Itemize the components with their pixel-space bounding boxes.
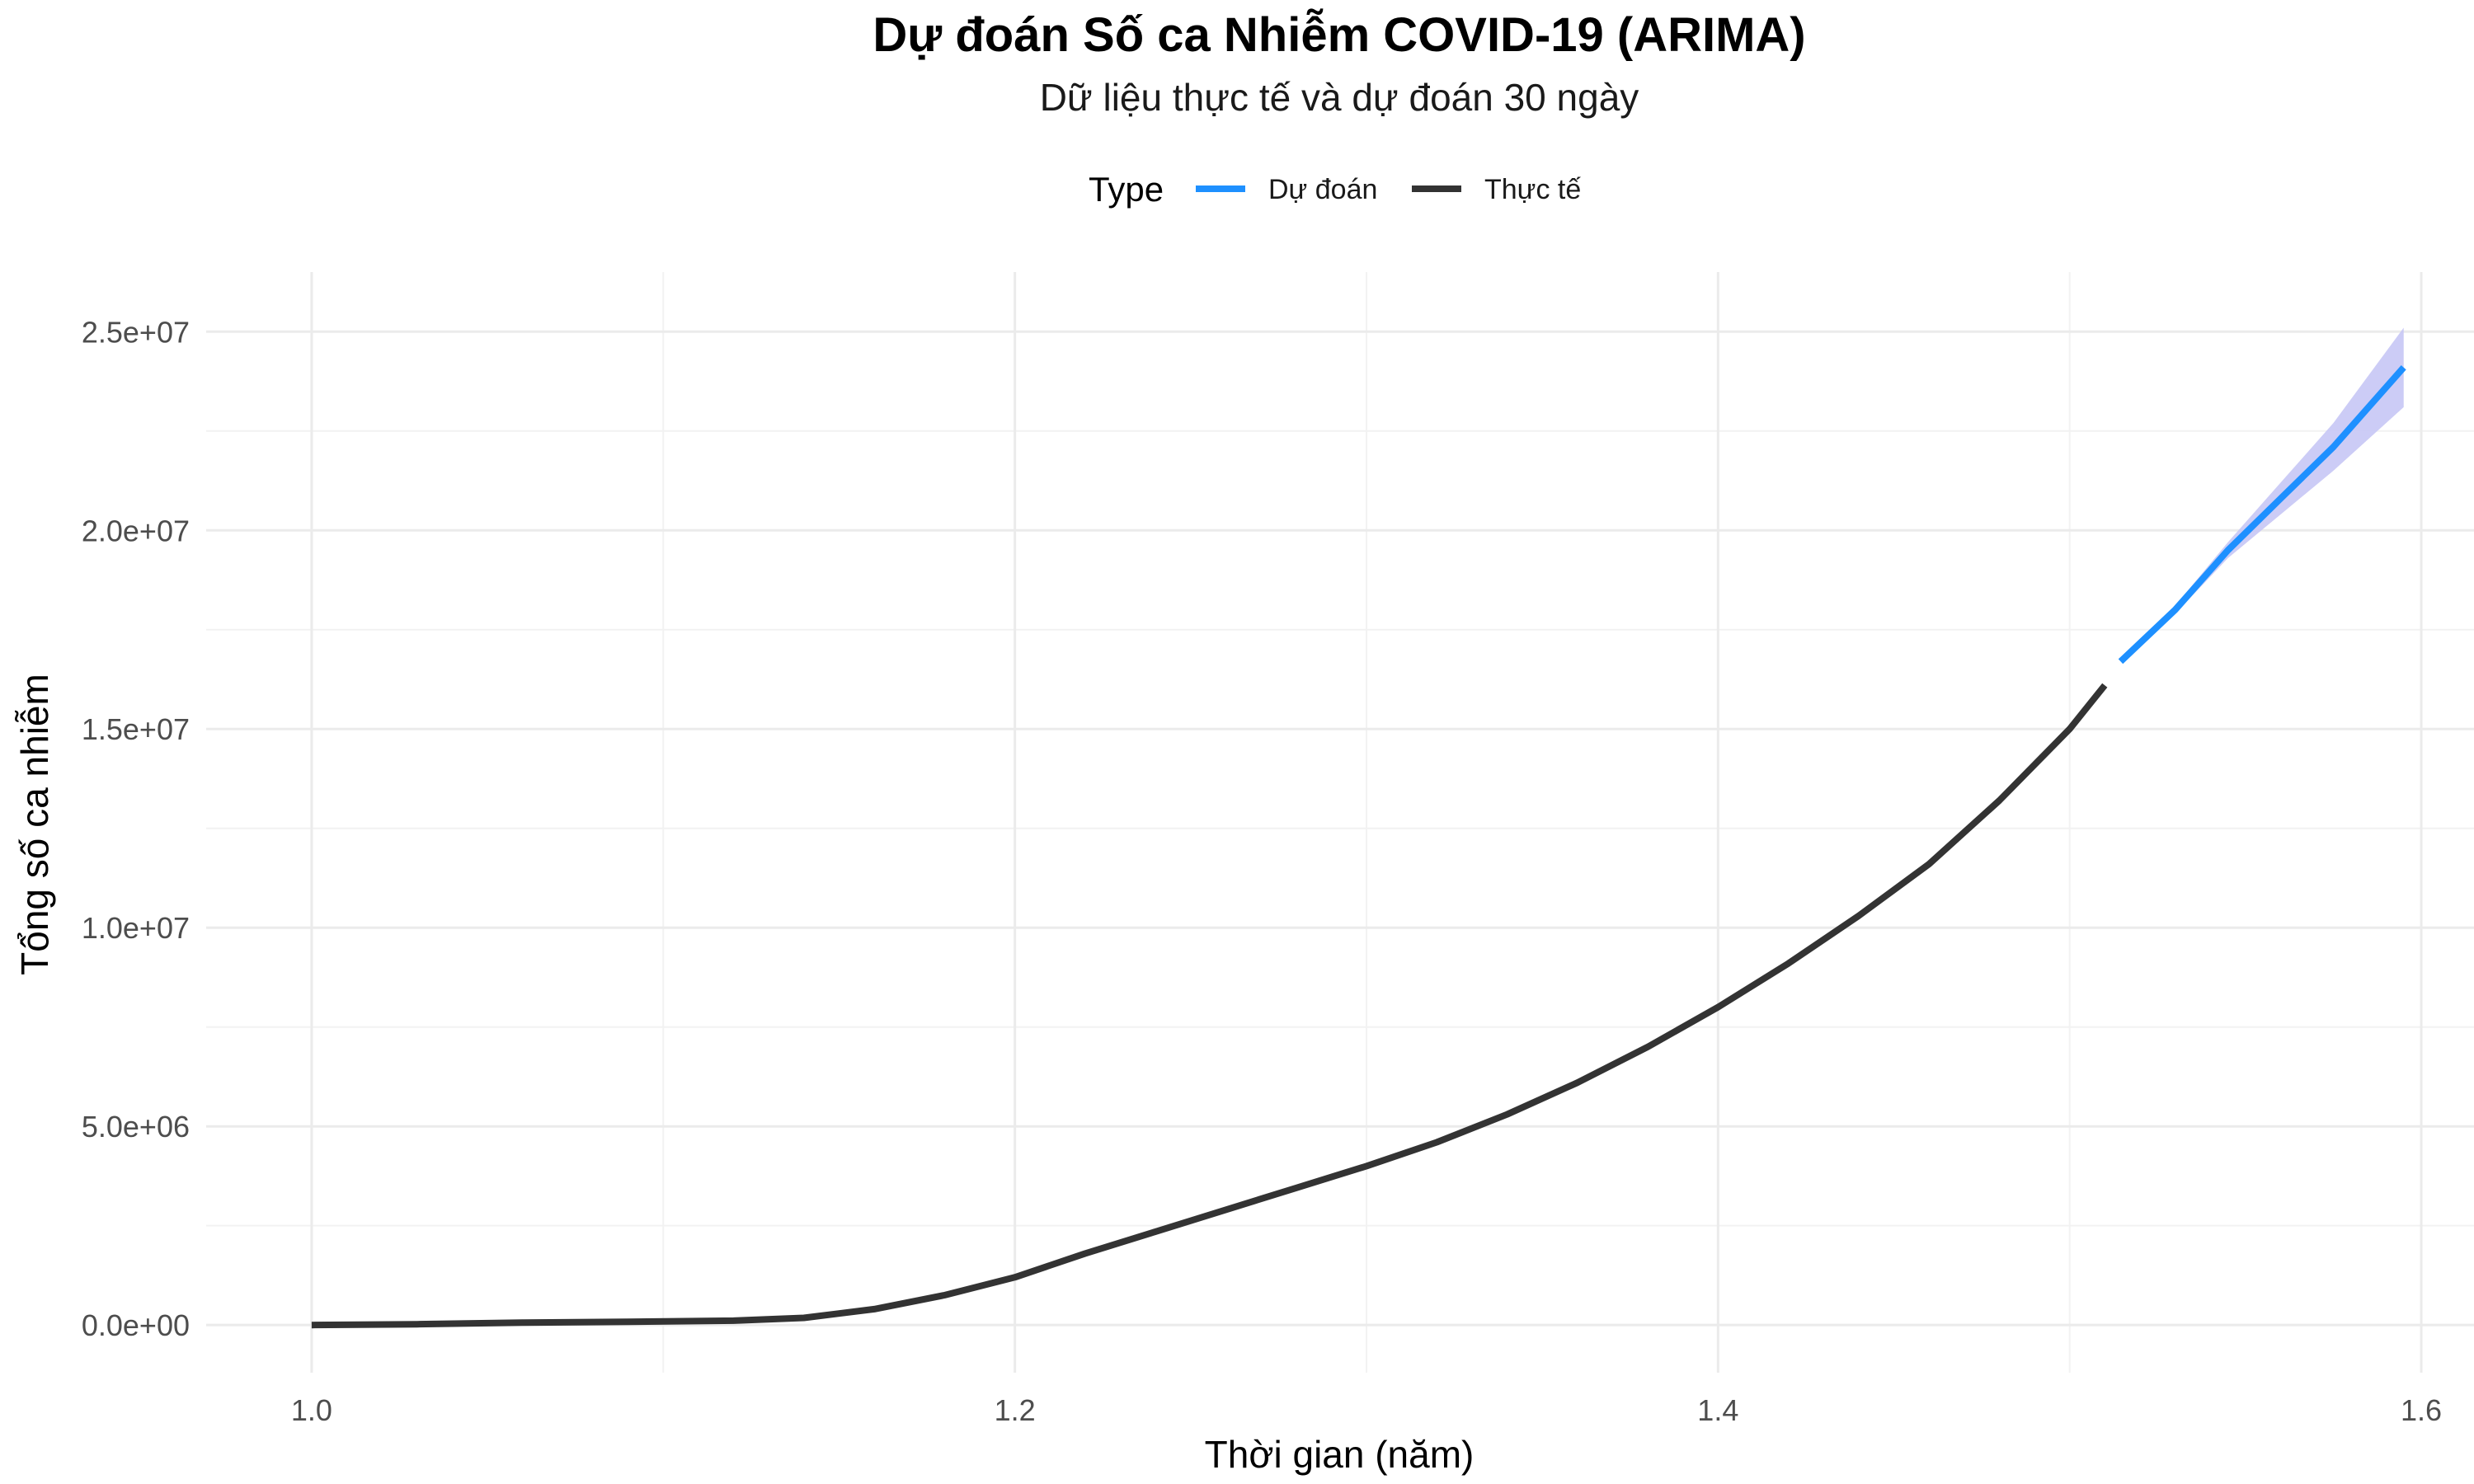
y-tick-label: 1.0e+07: [82, 911, 190, 945]
x-tick-label: 1.2: [995, 1393, 1036, 1427]
y-tick-label: 2.5e+07: [82, 315, 190, 349]
x-axis-title: Thời gian (năm): [1205, 1433, 1475, 1476]
grid: [206, 272, 2474, 1373]
y-tick-label: 0.0e+00: [82, 1308, 190, 1342]
series-line-thuc-te: [311, 683, 2108, 1329]
forecast-band-layer: [2120, 327, 2404, 662]
y-tick-label: 1.5e+07: [82, 712, 190, 746]
y-axis-title: Tổng số ca nhiễm: [13, 674, 56, 975]
legend-title: Type: [1089, 170, 1164, 209]
series-line-du-doan: [2118, 365, 2406, 665]
x-tick-label: 1.0: [291, 1393, 332, 1427]
y-tick-label: 2.0e+07: [82, 514, 190, 547]
x-axis-ticks: 1.0 1.2 1.4 1.6: [291, 1393, 2442, 1427]
legend-label-thuc-te: Thực tế: [1484, 174, 1581, 205]
chart-subtitle: Dữ liệu thực tế và dự đoán 30 ngày: [1040, 76, 1639, 119]
x-tick-label: 1.6: [2401, 1393, 2442, 1427]
y-axis-ticks: 0.0e+00 5.0e+06 1.0e+07 1.5e+07 2.0e+07 2.5e+…: [82, 315, 190, 1342]
x-tick-label: 1.4: [1697, 1393, 1738, 1427]
legend-label-du-doan: Dự đoán: [1268, 174, 1377, 205]
legend: Type Dự đoán Thực tế: [1089, 170, 1581, 209]
series-layer: [311, 365, 2406, 1329]
confidence-band-du-doan: [2120, 327, 2404, 662]
y-tick-label: 5.0e+06: [82, 1110, 190, 1144]
chart-title: Dự đoán Số ca Nhiễm COVID-19 (ARIMA): [872, 8, 1805, 62]
